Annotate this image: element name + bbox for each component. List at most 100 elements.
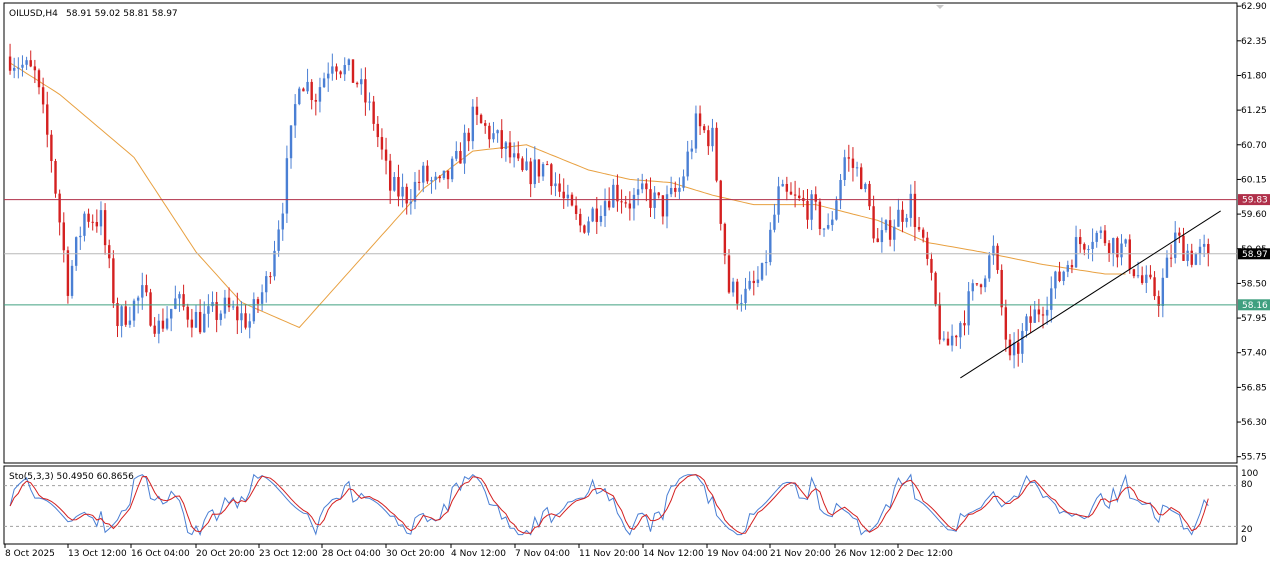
bull-candle xyxy=(748,280,751,289)
bear-candle xyxy=(975,283,979,285)
bull-candle xyxy=(327,73,330,79)
bear-candle xyxy=(926,237,929,259)
bull-candle xyxy=(194,311,198,328)
bull-candle xyxy=(223,297,227,314)
bear-candle xyxy=(579,213,582,226)
bear-candle xyxy=(8,56,12,71)
bear-candle xyxy=(1128,239,1131,270)
bear-candle xyxy=(1017,342,1020,354)
bear-candle xyxy=(851,158,855,168)
bear-candle xyxy=(508,142,512,158)
bull-candle xyxy=(157,320,161,334)
bear-candle xyxy=(583,225,586,233)
bear-candle xyxy=(438,176,441,179)
price-tick-label: 59.60 xyxy=(1241,210,1267,220)
bull-candle xyxy=(1062,271,1065,281)
bull-candle xyxy=(442,170,446,179)
bull-candle xyxy=(764,262,768,264)
bull-candle xyxy=(298,88,301,105)
bull-candle xyxy=(777,186,780,215)
bear-candle xyxy=(545,164,549,166)
bear-candle xyxy=(380,137,384,150)
bull-candle xyxy=(496,130,499,134)
bear-candle xyxy=(1190,250,1193,265)
bear-candle xyxy=(847,157,851,159)
bear-candle xyxy=(479,114,483,124)
bull-candle xyxy=(136,297,140,301)
bull-candle xyxy=(1112,238,1115,254)
bear-candle xyxy=(161,320,165,329)
bear-candle xyxy=(1132,269,1136,277)
bear-candle xyxy=(302,88,305,92)
time-tick-label: 28 Oct 04:00 xyxy=(322,549,381,559)
time-tick-label: 8 Oct 2025 xyxy=(5,549,55,559)
bear-candle xyxy=(1149,274,1152,278)
bear-candle xyxy=(657,192,660,196)
chart-ohlc: 58.91 59.02 58.81 58.97 xyxy=(66,9,178,19)
bull-candle xyxy=(17,67,20,69)
bear-candle xyxy=(1157,296,1160,306)
current-price-label: 58.97 xyxy=(1238,248,1270,260)
bear-candle xyxy=(446,170,450,180)
bull-candle xyxy=(959,323,962,338)
bull-candle xyxy=(740,302,743,304)
bear-candle xyxy=(376,123,379,138)
bear-candle xyxy=(66,250,70,296)
bull-candle xyxy=(711,127,714,147)
price-tick-label: 61.25 xyxy=(1241,106,1267,116)
bear-candle xyxy=(103,210,107,246)
bear-candle xyxy=(186,306,189,320)
bull-candle xyxy=(463,132,466,164)
bull-candle xyxy=(533,159,536,185)
time-tick-label: 13 Oct 12:00 xyxy=(68,549,127,559)
bull-candle xyxy=(318,87,322,102)
bear-candle xyxy=(868,183,871,207)
bear-candle xyxy=(901,209,904,222)
bull-candle xyxy=(178,294,181,299)
bull-candle xyxy=(1045,309,1049,316)
bull-candle xyxy=(83,213,86,236)
bull-candle xyxy=(599,215,603,222)
bear-candle xyxy=(616,184,619,202)
bull-candle xyxy=(1074,237,1078,268)
bear-candle xyxy=(806,200,809,220)
bull-candle xyxy=(260,292,264,304)
time-tick-label: 20 Oct 20:00 xyxy=(196,549,255,559)
bear-candle xyxy=(645,183,648,190)
bear-candle xyxy=(335,66,338,72)
bull-candle xyxy=(880,230,884,243)
price-panel xyxy=(3,2,1238,464)
time-axis: 8 Oct 2025 13 Oct 12:00 16 Oct 04:00 20 Oct… xyxy=(4,544,953,559)
bear-candle xyxy=(244,313,247,328)
bear-candle xyxy=(198,311,202,333)
bear-candle xyxy=(1078,237,1082,245)
bull-candle xyxy=(277,229,280,251)
bear-candle xyxy=(814,194,817,202)
bull-candle xyxy=(471,106,475,142)
bear-candle xyxy=(707,130,710,147)
time-tick-label: 7 Nov 04:00 xyxy=(515,549,570,559)
bear-candle xyxy=(996,245,999,270)
moving-average-layer xyxy=(9,62,1126,329)
bull-candle xyxy=(141,285,144,298)
bull-candle xyxy=(306,81,309,92)
bull-candle xyxy=(769,229,772,263)
resistance-price-label: 59.83 xyxy=(1238,194,1270,206)
bull-candle xyxy=(636,189,640,195)
levels-layer xyxy=(4,199,1237,306)
price-tick-label: 57.95 xyxy=(1241,314,1267,324)
bear-candle xyxy=(917,226,921,230)
bull-candle xyxy=(240,313,243,321)
bull-candle xyxy=(678,187,681,192)
bear-candle xyxy=(517,153,520,159)
trendline-layer[interactable] xyxy=(960,210,1221,379)
bear-candle xyxy=(46,104,49,135)
bear-candle xyxy=(1008,339,1012,356)
bull-candle xyxy=(170,308,173,319)
chart-shift-icon[interactable] xyxy=(936,5,944,9)
bull-candle xyxy=(289,125,293,159)
bear-candle xyxy=(521,158,524,171)
bear-candle xyxy=(95,221,99,227)
bear-candle xyxy=(620,201,623,203)
bull-candle xyxy=(603,201,607,216)
